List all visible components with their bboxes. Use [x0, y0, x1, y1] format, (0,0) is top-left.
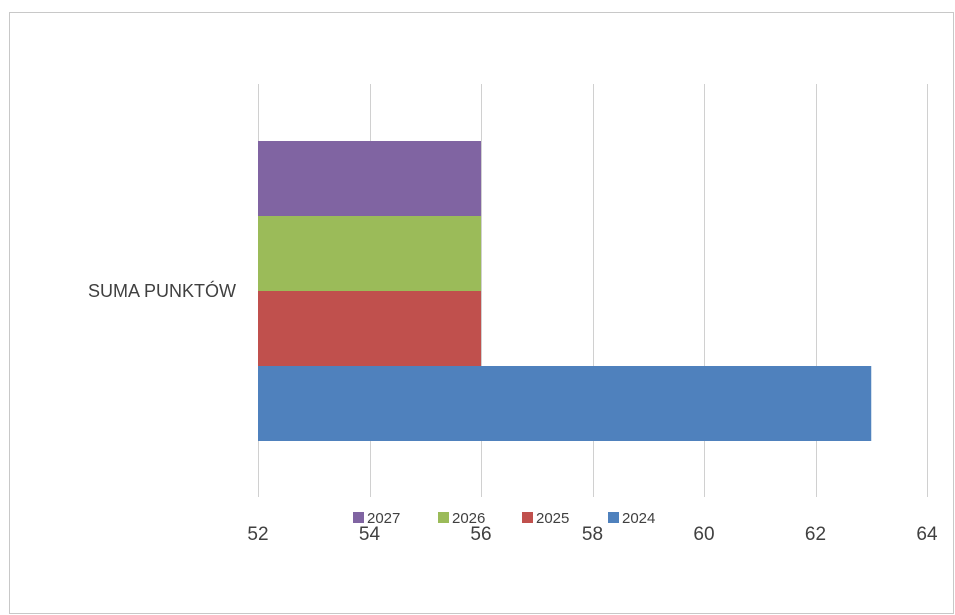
x-tick-label: 52 [247, 524, 268, 545]
x-tick-label: 54 [359, 524, 381, 545]
y-axis-categories: SUMA PUNKTÓW [88, 280, 236, 301]
bar-2027 [258, 141, 481, 216]
bars [258, 141, 872, 441]
legend-label-2027: 2027 [367, 510, 400, 527]
x-axis-ticks: 52 54 56 58 60 62 64 [247, 524, 938, 545]
bar-2026 [258, 216, 481, 291]
x-tick-label: 60 [693, 524, 714, 545]
legend: 2027 2026 2025 2024 [353, 510, 655, 527]
legend-swatch-2027 [353, 512, 364, 523]
x-tick-label: 58 [582, 524, 603, 545]
bar-2024 [258, 366, 872, 441]
category-label: SUMA PUNKTÓW [88, 280, 236, 301]
legend-swatch-2024 [608, 512, 619, 523]
x-tick-label: 62 [805, 524, 826, 545]
legend-swatch-2025 [522, 512, 533, 523]
x-tick-label: 64 [916, 524, 938, 545]
x-tick-label: 56 [470, 524, 491, 545]
bar-2025 [258, 291, 481, 366]
legend-label-2024: 2024 [622, 510, 655, 527]
legend-label-2025: 2025 [536, 510, 569, 527]
legend-swatch-2026 [438, 512, 449, 523]
legend-label-2026: 2026 [452, 510, 485, 527]
